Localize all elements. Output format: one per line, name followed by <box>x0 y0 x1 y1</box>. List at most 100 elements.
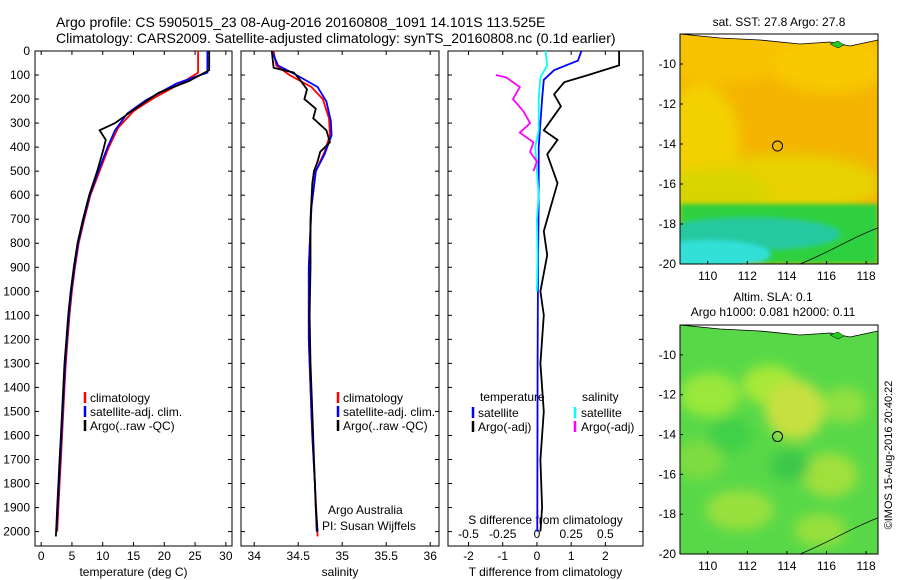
sla-blob <box>708 417 752 453</box>
depth-tick-label: 1800 <box>3 477 30 491</box>
depth-tick-label: 600 <box>10 188 30 202</box>
salinity-legend-label: Argo(..raw -QC) <box>343 419 428 433</box>
temperature-xlabel: temperature (deg C) <box>79 565 187 579</box>
temperature-frame <box>34 50 233 547</box>
sst-cyan-core <box>680 240 770 264</box>
sst-cool-band <box>680 204 878 264</box>
sst-blob <box>770 34 878 94</box>
sla-map-xtick-label: 110 <box>698 559 717 573</box>
difference-xtick-label: -2 <box>463 549 474 563</box>
temperature-legend-label: climatology <box>90 391 150 405</box>
sla-map-ytick-label: -20 <box>659 547 677 561</box>
depth-tick-label: 700 <box>10 212 30 226</box>
sla-map-field <box>680 325 878 554</box>
depth-tick-label: 200 <box>10 92 30 106</box>
sst-blob <box>680 34 790 84</box>
sla-map-title-line1: Altim. SLA: 0.1 <box>733 290 813 304</box>
depth-tick-label: 400 <box>10 140 30 154</box>
salinity-series-argo-raw-qc- <box>270 50 331 532</box>
salinity-xtick-label: 35.5 <box>375 549 399 563</box>
salinity-xtick-label: 35 <box>336 549 350 563</box>
sla-blobs <box>680 365 867 546</box>
depth-tick-label: 800 <box>10 236 30 250</box>
sst-map-ytick-label: -10 <box>659 57 677 71</box>
salinity-legend-label: climatology <box>343 391 403 405</box>
sst-map-xtick-label: 118 <box>857 269 876 283</box>
salinity-panel: 34 34.5 35 35.5 36 salinity climatologysatelli… <box>240 50 440 579</box>
difference-xlabel: T difference from climatology <box>469 565 623 579</box>
temperature-legend-label: satellite-adj. clim. <box>90 405 182 419</box>
sst-map-panel: 110 112 114 116 118 -10 -12 -14 -16 -18 -20 sat. SS… <box>659 15 879 283</box>
sla-map-argo-position-marker <box>772 431 784 443</box>
sst-map-xtick-label: 110 <box>698 269 717 283</box>
difference-series-salinity-argo-adj- <box>495 74 538 172</box>
sla-map-xtick-label: 112 <box>738 559 757 573</box>
sla-map-xtick-label: 116 <box>817 559 836 573</box>
temperature-xtick-label: 0 <box>38 549 45 563</box>
temperature-series-argo-raw-qc- <box>55 51 211 537</box>
sst-map-ytick-label: -12 <box>659 97 677 111</box>
temperature-xtick-label: 20 <box>158 549 172 563</box>
depth-tick-label: 2000 <box>3 525 30 539</box>
annotation-line2: PI: Susan Wijffels <box>322 519 416 533</box>
salinity-frame <box>240 50 440 547</box>
sst-map-ytick-label: -20 <box>659 257 677 271</box>
difference-xtick-label: 1 <box>568 549 575 563</box>
sla-map-ytick-label: -18 <box>659 507 677 521</box>
salinity-xtick-label: 34.5 <box>287 549 311 563</box>
temperature-xtick-label: 15 <box>127 549 141 563</box>
temperature-xtick-label: 5 <box>69 549 76 563</box>
sst-map-ytick-label: -14 <box>659 137 677 151</box>
depth-tick-label: 1900 <box>3 501 30 515</box>
sst-map-xtick-label: 116 <box>817 269 836 283</box>
sla-map-frame <box>679 324 879 555</box>
temperature-xtick-label: 30 <box>219 549 233 563</box>
sst-map-title: sat. SST: 27.8 Argo: 27.8 <box>713 15 846 29</box>
depth-tick-label: 1100 <box>4 308 30 322</box>
sla-map-land-island <box>829 331 845 340</box>
sst-blobs <box>680 34 878 219</box>
sst-map-land <box>680 34 878 47</box>
sst-map-land-island <box>829 40 845 49</box>
depth-tick-label: 500 <box>10 164 30 178</box>
annotation-line1: Argo Australia <box>328 503 403 517</box>
sla-map-title-line2: Argo h1000: 0.081 h2000: 0.11 <box>691 305 856 319</box>
sst-map-xtick-label: 112 <box>738 269 757 283</box>
sdiff-tick-label: 0.5 <box>597 527 614 541</box>
depth-tick-label: 300 <box>10 116 30 130</box>
legend-temperature-header: temperature <box>480 390 545 404</box>
sla-map-ytick-label: -16 <box>659 467 677 481</box>
difference-xtick-label: 0 <box>534 549 541 563</box>
legend-t-label: Argo(-adj) <box>478 420 531 434</box>
sst-map-ytick-label: -18 <box>659 217 677 231</box>
salinity-xtick-label: 34 <box>248 549 262 563</box>
depth-tick-label: 1300 <box>3 356 30 370</box>
temperature-panel: 0 5 10 15 20 25 30 temperature (deg C) 0 100 200 30… <box>3 44 233 579</box>
salinity-xtick-label: 36 <box>424 549 438 563</box>
sst-map-frame <box>679 33 879 265</box>
sla-map-ytick-label: -10 <box>659 348 677 362</box>
legend-s-label: Argo(-adj) <box>581 420 634 434</box>
temperature-xtick-label: 10 <box>96 549 110 563</box>
salinity-legend-label: satellite-adj. clim. <box>343 405 435 419</box>
legend-s-label: satellite <box>581 406 622 420</box>
sdiff-tick-label: -0.25 <box>489 527 517 541</box>
depth-tick-label: 1000 <box>3 284 30 298</box>
sla-blob <box>794 514 846 546</box>
sdiff-tick-label: 0.25 <box>559 527 583 541</box>
sdiff-tick-label: -0.5 <box>458 527 479 541</box>
difference-panel: -2 -1 0 1 2 T difference from climatology -0.5… <box>447 50 644 579</box>
depth-tick-label: 900 <box>10 260 30 274</box>
difference-series-temperature-argo-adj- <box>539 51 620 532</box>
chart-title-line2: Climatology: CARS2009. Satellite-adjuste… <box>56 30 616 46</box>
chart-title-line1: Argo profile: CS 5905015_23 08-Aug-2016 … <box>56 14 546 30</box>
sla-map-land <box>680 325 878 338</box>
temperature-legend-label: Argo(..raw -QC) <box>90 419 175 433</box>
depth-tick-label: 1500 <box>3 404 30 418</box>
depth-tick-label: 0 <box>23 44 30 58</box>
depth-tick-label: 100 <box>10 68 30 82</box>
sla-blob <box>770 449 810 481</box>
sst-map-ytick-label: -16 <box>659 177 677 191</box>
sla-map-xtick-label: 114 <box>777 559 796 573</box>
